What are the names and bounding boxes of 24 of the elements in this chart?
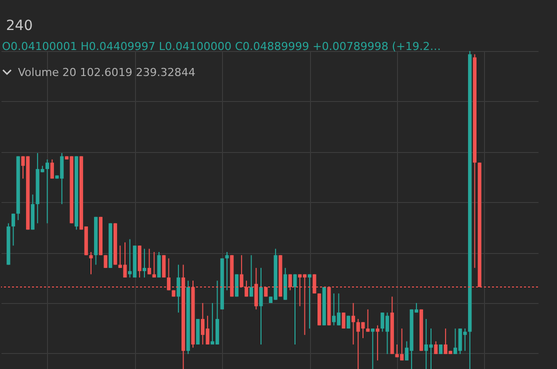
candlestick — [351, 302, 356, 345]
candlestick — [147, 248, 152, 275]
candlestick — [50, 158, 54, 180]
annotation: O0.04100001 H0.04409997 L0.04100000 C0.04889999 +0.00789998 (+19.2… — [2, 40, 441, 53]
candlestick — [142, 248, 146, 278]
candlestick — [376, 324, 380, 361]
candlestick — [249, 254, 254, 298]
candlestick — [176, 264, 180, 314]
candlestick — [11, 213, 16, 246]
annotation: Volume 20 102.6019 239.32844 — [18, 66, 196, 78]
candlestick — [434, 340, 438, 355]
chart-title: 240 — [6, 18, 33, 34]
candlestick — [225, 251, 229, 291]
candlestick — [89, 251, 93, 275]
candlestick — [157, 251, 161, 278]
candlestick — [342, 312, 346, 330]
candlestick — [162, 254, 166, 278]
candlestick — [152, 251, 156, 278]
candlestick — [366, 308, 370, 332]
candlestick — [293, 274, 297, 345]
candlestick — [259, 267, 263, 345]
candlestick — [45, 158, 50, 224]
candlestick — [308, 274, 312, 330]
candlestick — [104, 254, 108, 268]
